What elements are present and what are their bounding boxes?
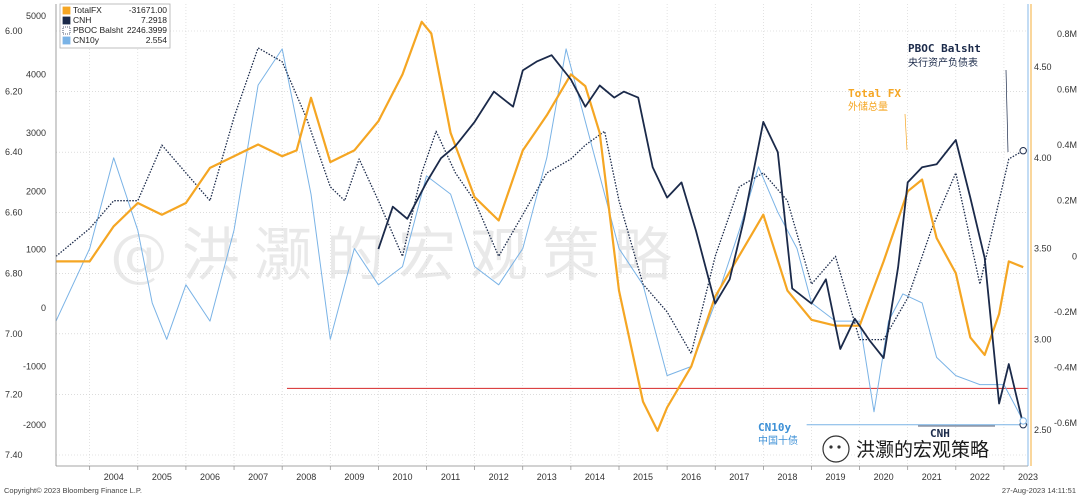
x-tick-label-2023: 2023 [1018, 472, 1038, 482]
legend-label-3: CN10y [73, 35, 100, 45]
x-tick-label-2004: 2004 [104, 472, 124, 482]
end-marker-cn10y [1019, 417, 1027, 425]
x-tick-label-2018: 2018 [777, 472, 797, 482]
legend-value-2: 2246.3999 [127, 25, 167, 35]
brand-text: 洪灏的宏观策略 [856, 439, 989, 461]
annotation-cnh: CNH [918, 425, 995, 440]
legend-value-0: -31671.00 [129, 5, 168, 15]
cnh-tick-label-1: 6.20 [5, 87, 23, 97]
end-markers [1019, 147, 1027, 429]
x-tick-label-2007: 2007 [248, 472, 268, 482]
cn10y-tick-label-2: 3.50 [1034, 244, 1052, 254]
annotation-cn10y: CN10y 中国十债 [758, 421, 798, 447]
annotation-pboc-leader [1005, 69, 1009, 153]
x-tick-label-2015: 2015 [633, 472, 653, 482]
cn10y-tick-label-0: 4.50 [1034, 62, 1052, 72]
annotation-totalfx-leader [904, 113, 908, 151]
annotation-cnh-en: CNH [930, 427, 950, 440]
legend-swatch-0 [62, 6, 71, 15]
legend-swatch-2 [62, 26, 71, 35]
series-line-cn10y [55, 48, 1024, 422]
annotation-totalfx-cn: 外储总量 [848, 100, 888, 113]
cnh-tick-label-4: 6.80 [5, 268, 23, 278]
pboc-tick-label-0: 0.8M [1057, 29, 1077, 39]
cnh-tick-label-2: 6.40 [5, 147, 23, 157]
annotation-pboc-en: PBOC Balsht [908, 42, 981, 55]
reference-lines [286, 387, 1028, 426]
legend-value-1: 7.2918 [141, 15, 167, 25]
series-line-cnh [377, 54, 1025, 425]
annotation-cn10y-cn: 中国十债 [758, 434, 798, 447]
x-tick-label-2012: 2012 [489, 472, 509, 482]
cn10y-tick-label-1: 4.00 [1034, 153, 1052, 163]
x-tick-label-2020: 2020 [874, 472, 894, 482]
legend-label-2: PBOC Balsht [73, 25, 124, 35]
totalfx-tick-label-1: 4000 [26, 69, 46, 79]
x-tick-label-2005: 2005 [152, 472, 172, 482]
legend-swatch-3 [62, 36, 71, 45]
legend-swatch-1 [62, 16, 71, 25]
pboc-tick-label-1: 0.6M [1057, 85, 1077, 95]
legend-label-0: TotalFX [73, 5, 102, 15]
pboc-tick-label-6: -0.4M [1054, 362, 1077, 372]
cnh-tick-label-7: 7.40 [5, 450, 23, 460]
pboc-tick-label-2: 0.4M [1057, 140, 1077, 150]
cn10y-tick-label-4: 2.50 [1034, 425, 1052, 435]
x-tick-label-2006: 2006 [200, 472, 220, 482]
x-tick-label-2022: 2022 [970, 472, 990, 482]
annotation-totalfx-en: Total FX [848, 87, 901, 100]
cnh-tick-label-6: 7.20 [5, 389, 23, 399]
x-tick-label-2016: 2016 [681, 472, 701, 482]
series-layer [55, 20, 1025, 432]
x-tick-label-2010: 2010 [392, 472, 412, 482]
totalfx-tick-label-6: -1000 [23, 362, 46, 372]
pboc-tick-label-3: 0.2M [1057, 196, 1077, 206]
watermark-text: @洪灏的宏观策略 [110, 221, 686, 289]
annotation-totalfx: Total FX 外储总量 [848, 87, 908, 151]
series-line-pboc-balsht [55, 47, 1024, 355]
cn10y-tick-label-3: 3.00 [1034, 334, 1052, 344]
legend-box [59, 3, 171, 49]
legend-label-1: CNH [73, 15, 91, 25]
x-tick-label-2019: 2019 [826, 472, 846, 482]
end-marker-pboc-balsht [1019, 147, 1027, 155]
totalfx-tick-label-0: 5000 [26, 11, 46, 21]
pboc-tick-label-7: -0.6M [1054, 418, 1077, 428]
wechat-icon [822, 435, 850, 463]
x-tick-label-2013: 2013 [537, 472, 557, 482]
legend: TotalFX -31671.00 CNH 7.2918 PBOC Balsht 2246… [59, 3, 171, 49]
totalfx-tick-label-3: 2000 [26, 186, 46, 196]
legend-value-3: 2.554 [146, 35, 168, 45]
totalfx-tick-label-2: 3000 [26, 128, 46, 138]
cnh-tick-label-3: 6.60 [5, 208, 23, 218]
pboc-tick-label-4: 0 [1072, 251, 1077, 261]
annotation-cn10y-en: CN10y [758, 421, 791, 434]
cnh-tick-label-0: 6.00 [5, 26, 23, 36]
x-tick-label-2021: 2021 [922, 472, 942, 482]
x-tick-label-2014: 2014 [585, 472, 605, 482]
annotation-pboc-cn: 央行资产负债表 [908, 56, 978, 69]
totalfx-tick-label-4: 1000 [26, 245, 46, 255]
totalfx-tick-label-7: -2000 [23, 420, 46, 430]
annotation-pboc: PBOC Balsht 央行资产负债表 [908, 42, 1009, 153]
series-line-totalfx [56, 20, 1024, 432]
pboc-tick-label-5: -0.2M [1054, 307, 1077, 317]
timestamp-text: 27-Aug-2023 14:11:51 [1002, 486, 1076, 495]
totalfx-tick-label-5: 0 [41, 303, 46, 313]
x-tick-label-2017: 2017 [729, 472, 749, 482]
cnh-tick-label-5: 7.00 [5, 329, 23, 339]
x-tick-label-2011: 2011 [441, 472, 460, 482]
axes-layer: 2004 2005 2006 2007 2008 2009 2010 2011 2012 2013… [5, 4, 1077, 482]
copyright-text: Copyright© 2023 Bloomberg Finance L.P. [4, 486, 142, 495]
brand-stamp: 洪灏的宏观策略 [822, 435, 989, 463]
x-tick-label-2008: 2008 [296, 472, 316, 482]
gridlines [56, 4, 1028, 466]
x-tick-label-2009: 2009 [344, 472, 364, 482]
